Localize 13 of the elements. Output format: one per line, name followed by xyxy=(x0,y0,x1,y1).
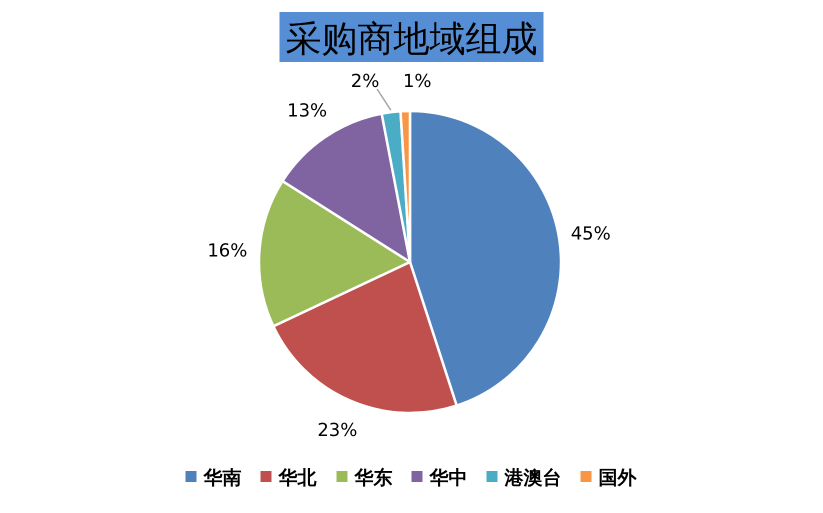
data-label: 23% xyxy=(317,420,358,441)
data-label: 13% xyxy=(287,100,328,122)
legend-label: 华东 xyxy=(354,467,392,489)
legend-label: 华北 xyxy=(278,467,318,489)
legend-label: 港澳台 xyxy=(504,467,562,489)
legend-label: 华中 xyxy=(428,467,468,489)
data-label: 16% xyxy=(207,240,248,262)
chart-title: 采购商地域组成 xyxy=(286,19,538,59)
data-label: 2% xyxy=(350,71,380,92)
legend-label: 华南 xyxy=(202,467,242,489)
data-label: 1% xyxy=(402,71,432,92)
data-label: 45% xyxy=(570,223,611,244)
legend-label: 国外 xyxy=(598,467,638,489)
